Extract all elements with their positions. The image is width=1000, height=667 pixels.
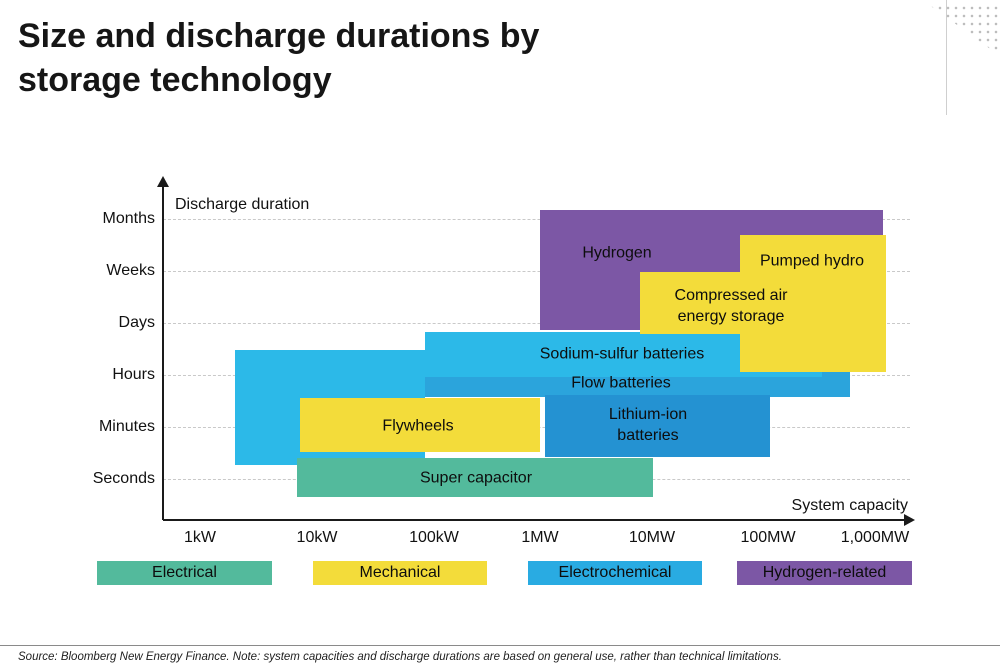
box-super-capacitor (297, 458, 653, 497)
x-tick-label-10mw: 10MW (628, 529, 676, 546)
y-axis-line (162, 186, 164, 520)
page-title-line2: storage technology (18, 61, 332, 99)
x-tick-label-10kw: 10kW (296, 529, 338, 546)
y-tick-label-months: Months (102, 210, 155, 227)
box-label-sodium-sulfur-batteries: Sodium-sulfur batteries (539, 345, 705, 363)
box-label-hydrogen: Hydrogen (582, 244, 652, 262)
x-axis-arrow-icon (904, 514, 915, 526)
legend-item-electrochemical: Electrochemical (528, 561, 702, 585)
x-tick-label-100kw: 100kW (409, 529, 459, 546)
y-tick-label-hours: Hours (112, 366, 155, 383)
source-note: Source: Bloomberg New Energy Finance. No… (18, 651, 782, 663)
x-tick-label-100mw: 100MW (740, 529, 796, 546)
box-label-compressed-air-energy-storage: Compressed air energy storage (674, 287, 788, 325)
page-title-line1: Size and discharge durations by (18, 17, 540, 55)
legend-label: Hydrogen-related (762, 564, 887, 581)
y-axis-arrow-icon (157, 176, 169, 187)
legend-item-hydrogen-related: Hydrogen-related (737, 561, 912, 585)
box-label-lithium-ion-batteries: Lithium-ion batteries (608, 406, 688, 444)
top-right-line-decoration (946, 0, 947, 115)
gridline-weeks (163, 271, 910, 272)
legend-label: Electrical (152, 564, 217, 581)
legend-label: Electrochemical (558, 564, 672, 581)
gridline-months (163, 219, 910, 220)
box-lithium-ion-batteries (545, 395, 770, 457)
y-tick-label-weeks: Weeks (106, 262, 155, 279)
x-tick-label-1mw: 1MW (521, 529, 559, 546)
box-flywheels (300, 398, 540, 452)
footer-divider (0, 645, 1000, 646)
box-label-pumped-hydro: Pumped hydro (759, 252, 865, 270)
box-pumped-hydro (740, 235, 886, 372)
page-title: Size and discharge durations by storage … (18, 14, 539, 102)
x-axis-line (163, 519, 905, 521)
gridline-days (163, 323, 910, 324)
legend-item-electrical: Electrical (97, 561, 272, 585)
legend-item-mechanical: Mechanical (313, 561, 487, 585)
box-label-super-capacitor: Super capacitor (419, 469, 533, 487)
x-tick-label-1kw: 1kW (184, 529, 216, 546)
y-tick-label-days: Days (118, 314, 155, 331)
x-tick-label-1000mw: 1,000MW (840, 529, 910, 546)
x-axis-title: System capacity (791, 497, 908, 514)
box-label-flywheels: Flywheels (382, 417, 454, 435)
y-tick-label-minutes: Minutes (98, 418, 155, 435)
dots-decoration (928, 4, 1000, 56)
legend-label: Mechanical (359, 564, 441, 581)
y-tick-label-seconds: Seconds (92, 470, 155, 487)
y-axis-title: Discharge duration (175, 196, 310, 213)
box-label-flow-batteries: Flow batteries (571, 374, 671, 392)
